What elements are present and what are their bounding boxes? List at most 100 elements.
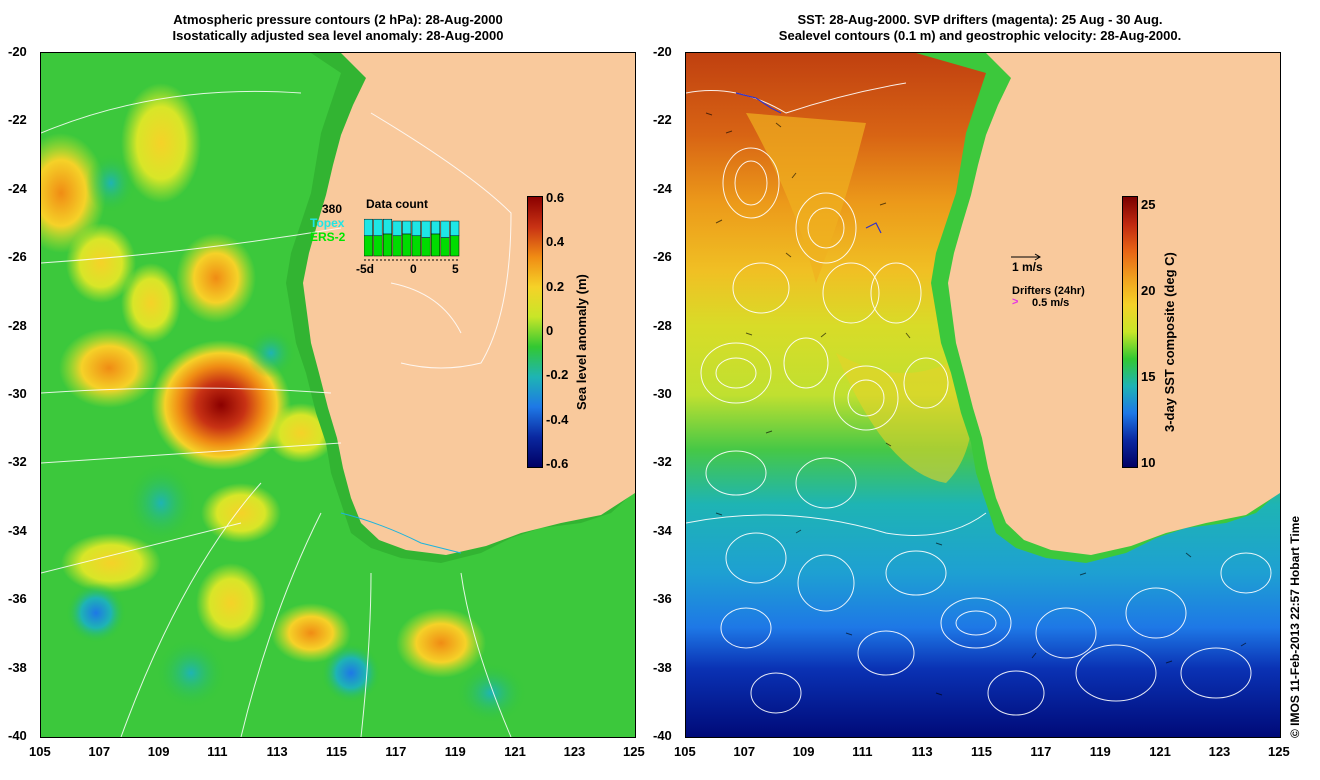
longitude-tick-label: 115 (326, 744, 347, 759)
left-colorbar (527, 196, 543, 468)
ers-bar (411, 235, 421, 257)
left-map-panel (40, 52, 636, 738)
longitude-tick-label: 107 (733, 744, 756, 759)
ers-bar (392, 235, 402, 257)
left-colorbar-tick: 0.2 (546, 278, 565, 294)
left-sea-level-map (41, 53, 635, 737)
imos-credit: © IMOS 11-Feb-2013 22:57 Hobart Time (1288, 515, 1302, 738)
longitude-tick-label: 113 (911, 744, 933, 759)
topex-bar (364, 218, 373, 237)
right-title-line-1: SST: 28-Aug-2000. SVP drifters (magenta)… (797, 12, 1163, 27)
topex-bar (430, 220, 441, 235)
ers-bar (373, 235, 383, 257)
latitude-tick-label: -20 (8, 44, 27, 59)
topex-bar (402, 220, 412, 235)
latitude-tick-label: -26 (8, 249, 27, 265)
longitude-tick-label: 117 (385, 744, 407, 759)
longitude-tick-label: 123 (1208, 744, 1231, 759)
right-colorbar (1122, 196, 1138, 468)
data-count-topex-label: Topex (310, 216, 345, 230)
longitude-tick-label: 111 (852, 744, 873, 759)
drifters-arrow-icon: > (1012, 296, 1019, 308)
latitude-tick-label: -38 (8, 659, 27, 675)
left-title-line-1: Atmospheric pressure contours (2 hPa): 2… (173, 12, 503, 27)
data-count-histogram (364, 218, 460, 261)
topex-bar (450, 220, 460, 237)
longitude-tick-label: 105 (674, 744, 696, 759)
inset-x-label-5: 5 (452, 262, 459, 276)
inset-x-label-minus5: -5d (356, 262, 374, 276)
right-map-panel (685, 52, 1281, 738)
latitude-tick-label: -36 (653, 591, 672, 607)
left-colorbar-tick: 0.6 (546, 190, 565, 205)
topex-bar (392, 220, 402, 237)
ers-bar (421, 237, 431, 257)
latitude-tick-label: -40 (8, 728, 27, 743)
left-colorbar-tick: -0.2 (546, 367, 569, 383)
left-colorbar-label: Sea level anomaly (m) (574, 274, 589, 410)
drifters-scale-label: 0.5 m/s (1032, 297, 1070, 309)
latitude-tick-label: -32 (653, 454, 672, 470)
inset-x-label-0: 0 (410, 262, 417, 276)
longitude-tick-label: 111 (207, 744, 228, 759)
longitude-tick-label: 121 (504, 744, 526, 759)
latitude-tick-label: -30 (8, 386, 27, 401)
longitude-tick-label: 125 (623, 744, 645, 759)
longitude-tick-label: 109 (147, 744, 170, 759)
drifters-title: Drifters (24hr) (1012, 285, 1085, 297)
longitude-tick-label: 119 (1089, 744, 1111, 759)
latitude-tick-label: -36 (8, 591, 27, 607)
latitude-tick-label: -20 (653, 44, 672, 59)
latitude-tick-label: -28 (653, 317, 672, 333)
latitude-tick-label: -32 (8, 454, 27, 470)
longitude-tick-label: 123 (563, 744, 586, 759)
latitude-tick-label: -22 (8, 112, 27, 128)
left-colorbar-tick: 0.4 (546, 234, 565, 250)
longitude-tick-label: 121 (1149, 744, 1171, 759)
velocity-scale-label: 1 m/s (1012, 260, 1043, 274)
latitude-tick-label: -38 (653, 659, 672, 675)
ers-bar (440, 237, 450, 257)
latitude-tick-label: -34 (8, 522, 27, 538)
left-colorbar-tick: 0 (546, 323, 554, 338)
left-colorbar-tick: -0.6 (546, 456, 569, 471)
left-colorbar-tick: -0.4 (546, 411, 569, 427)
right-colorbar-tick: 15 (1141, 369, 1156, 384)
latitude-tick-label: -30 (653, 386, 672, 401)
ers-bar (382, 233, 393, 257)
topex-bar (411, 220, 421, 237)
latitude-tick-label: -28 (8, 317, 27, 333)
ers-bar (402, 233, 412, 257)
latitude-tick-label: -24 (8, 180, 27, 196)
data-count-total: 380 (322, 202, 343, 216)
latitude-tick-label: -40 (653, 728, 672, 743)
data-count-title: Data count (366, 197, 429, 211)
ers-bar (364, 235, 373, 257)
topex-bar (440, 220, 450, 238)
ers-bar (450, 235, 460, 257)
topex-bar (382, 218, 393, 235)
longitude-tick-label: 105 (29, 744, 51, 759)
latitude-tick-label: -34 (653, 522, 672, 538)
longitude-tick-label: 117 (1030, 744, 1052, 759)
velocity-scale-arrow (1011, 253, 1041, 261)
latitude-tick-label: -26 (653, 249, 672, 265)
right-colorbar-tick: 20 (1141, 283, 1156, 298)
longitude-tick-label: 107 (88, 744, 111, 759)
longitude-tick-label: 119 (444, 744, 466, 759)
right-title-line-2: Sealevel contours (0.1 m) and geostrophi… (778, 28, 1182, 43)
right-colorbar-tick: 10 (1141, 455, 1156, 470)
left-title-line-2: Isostatically adjusted sea level anomaly… (172, 28, 504, 43)
topex-bar (421, 220, 431, 238)
topex-bar (373, 218, 383, 237)
longitude-tick-label: 115 (971, 744, 992, 759)
longitude-tick-label: 113 (266, 744, 288, 759)
right-colorbar-label: 3-day SST composite (deg C) (1162, 252, 1177, 432)
latitude-tick-label: -22 (653, 112, 672, 128)
longitude-tick-label: 109 (792, 744, 815, 759)
right-sst-map (686, 53, 1280, 737)
data-count-ers-label: ERS-2 (310, 230, 346, 244)
latitude-tick-label: -24 (653, 180, 672, 196)
right-colorbar-tick: 25 (1141, 197, 1156, 212)
longitude-tick-label: 125 (1268, 744, 1290, 759)
